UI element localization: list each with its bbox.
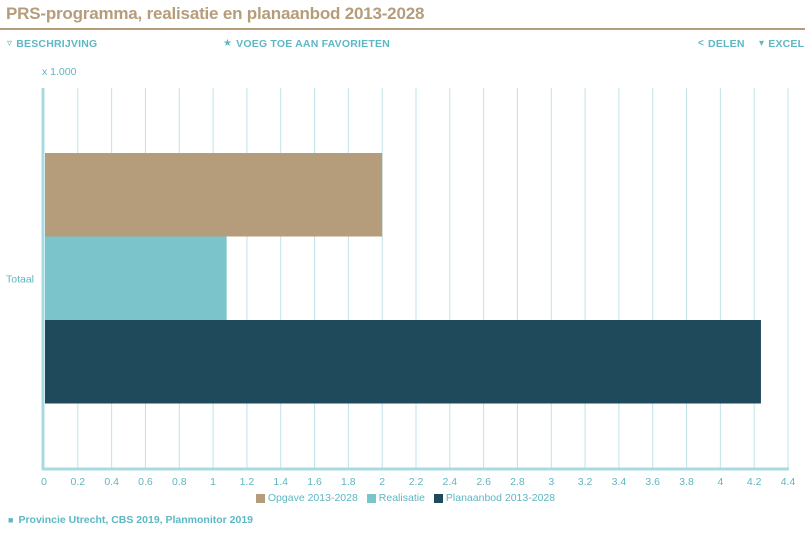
x-tick-label: 4.2	[747, 476, 762, 488]
excel-label: EXCEL	[768, 38, 805, 50]
x-tick-label: 0.8	[172, 476, 187, 488]
bar-chart: x 1.000 0 0.2 0.4 0.6 0.8 1 1.2 1.4 1.6 1.8 2 2.2 2.4…	[6, 66, 796, 488]
star-icon: ★	[223, 38, 233, 49]
x-tick-label: 3.2	[578, 476, 593, 488]
x-tick-label: 3	[548, 476, 554, 488]
add-favorite-button[interactable]: ★ VOEG TOE AAN FAVORIETEN	[223, 38, 390, 50]
x-tick-label: 0	[41, 476, 47, 488]
x-tick-label: 3.8	[679, 476, 694, 488]
source-note: ■ Provincie Utrecht, CBS 2019, Planmonit…	[8, 514, 253, 526]
x-tick-label: 2.4	[443, 476, 458, 488]
download-icon: ▾	[759, 38, 765, 49]
x-tick-label: 1	[210, 476, 216, 488]
x-tick-label: 0.2	[71, 476, 86, 488]
legend-label: Realisatie	[378, 492, 425, 504]
x-tick-label: 0.6	[138, 476, 153, 488]
x-tick-label: 0.4	[104, 476, 119, 488]
x-tick-label: 1.4	[273, 476, 288, 488]
page-title: PRS-programma, realisatie en planaanbod …	[6, 4, 425, 23]
x-tick-label: 4	[717, 476, 723, 488]
add-favorite-label: VOEG TOE AAN FAVORIETEN	[236, 38, 390, 50]
x-tick-label: 3.4	[612, 476, 627, 488]
bar-realisatie	[45, 236, 227, 320]
unit-label: x 1.000	[42, 66, 77, 78]
legend-label: Planaanbod 2013-2028	[445, 492, 556, 504]
x-tick-label: 2.8	[510, 476, 525, 488]
description-button[interactable]: ▿ BESCHRIJVING	[7, 38, 97, 50]
chart-legend: Opgave 2013-2028 Realisatie Planaanbod 201…	[0, 492, 811, 504]
x-tick-label: 2	[379, 476, 385, 488]
legend-swatch	[433, 493, 443, 503]
x-tick-label: 3.6	[645, 476, 660, 488]
title-divider	[0, 28, 805, 30]
source-text: Provincie Utrecht, CBS 2019, Planmonitor…	[18, 514, 254, 526]
chevrons-down-icon: ▿	[7, 38, 13, 49]
legend-label: Opgave 2013-2028	[267, 492, 358, 504]
share-icon: <	[698, 38, 705, 49]
excel-button[interactable]: ▾ EXCEL	[759, 38, 804, 50]
x-tick-label: 1.8	[341, 476, 356, 488]
x-tick-label: 1.6	[307, 476, 322, 488]
x-tick-label: 4.4	[781, 476, 796, 488]
legend-item[interactable]: Planaanbod 2013-2028	[433, 492, 556, 504]
document-icon: ■	[8, 515, 14, 525]
legend-item[interactable]: Opgave 2013-2028	[255, 492, 358, 504]
x-tick-label: 2.2	[409, 476, 424, 488]
bar-planaanbod-2013-2028	[45, 320, 761, 404]
legend-item[interactable]: Realisatie	[366, 492, 425, 504]
category-label: Totaal	[6, 273, 34, 285]
legend-swatch	[255, 493, 265, 503]
bar-opgave-2013-2028	[45, 153, 383, 237]
x-tick-label: 1.2	[240, 476, 255, 488]
description-label: BESCHRIJVING	[16, 38, 98, 50]
share-button[interactable]: < DELEN	[698, 38, 745, 50]
share-label: DELEN	[708, 38, 745, 50]
x-tick-label: 2.6	[476, 476, 491, 488]
legend-swatch	[366, 493, 376, 503]
